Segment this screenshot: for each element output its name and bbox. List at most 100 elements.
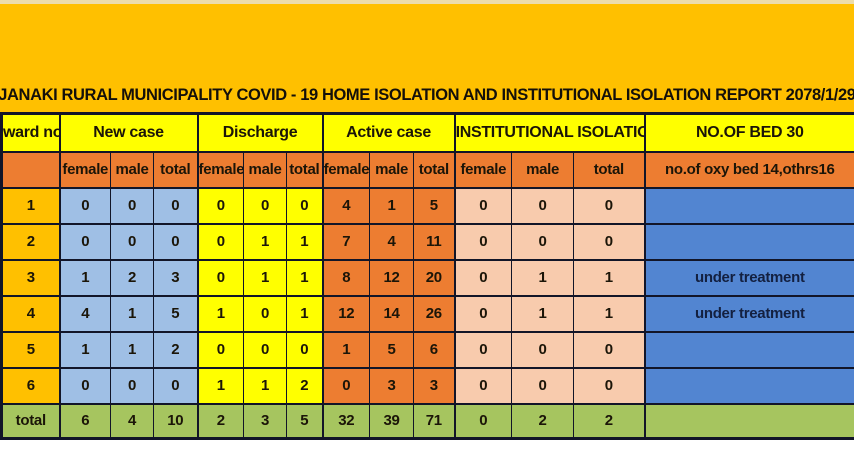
discharge-male-cell: 0 <box>243 186 288 225</box>
discharge-female-cell: 1 <box>196 294 245 333</box>
institutional-total-cell: 0 <box>573 222 646 261</box>
ward-number-cell: 3 <box>1 258 60 297</box>
active-total-cell: 3 <box>413 366 456 405</box>
sub-header-cell: female <box>196 150 245 189</box>
header-institutional-isolation: INSTITUTIONAL ISOLATION <box>453 112 646 153</box>
remark-cell: under treatment <box>643 294 854 333</box>
new-case-female-cell: 1 <box>58 330 111 369</box>
sub-header-cell: total <box>286 150 324 189</box>
ward-number-cell: 2 <box>1 222 60 261</box>
header-discharge: Discharge <box>196 112 324 153</box>
new-case-total-cell: 0 <box>152 186 199 225</box>
new-case-female-cell: 0 <box>58 366 111 405</box>
active-male-total: 39 <box>369 402 415 440</box>
header-active-case: Active case <box>321 112 456 153</box>
page-title: JANAKI RURAL MUNICIPALITY COVID - 19 HOM… <box>0 85 854 104</box>
remark-total-cell <box>643 402 854 440</box>
ward-number-cell: 4 <box>1 294 60 333</box>
discharge-total-cell: 0 <box>286 330 324 369</box>
institutional-female-cell: 0 <box>453 222 513 261</box>
active-total-cell: 20 <box>413 258 456 297</box>
top-strip <box>0 0 854 4</box>
sub-header-cell: total <box>413 150 456 189</box>
remark-cell <box>643 222 854 261</box>
remark-cell <box>643 366 854 405</box>
institutional-total-cell: 0 <box>573 330 646 369</box>
institutional-total-total: 2 <box>573 402 646 440</box>
discharge-total-cell: 1 <box>286 294 324 333</box>
title-bar: JANAKI RURAL MUNICIPALITY COVID - 19 HOM… <box>0 78 854 112</box>
new-case-total-cell: 5 <box>152 294 199 333</box>
sub-header-cell: male <box>243 150 288 189</box>
new-case-male-cell: 1 <box>110 294 154 333</box>
header-new-case: New case <box>58 112 199 153</box>
total-label-cell: total <box>1 402 60 440</box>
discharge-total-cell: 1 <box>286 222 324 261</box>
discharge-female-cell: 0 <box>196 222 245 261</box>
active-female-cell: 8 <box>321 258 371 297</box>
active-male-cell: 5 <box>369 330 415 369</box>
active-male-cell: 3 <box>369 366 415 405</box>
total-row: total 6 4 10 2 3 5 32 39 71 0 2 2 <box>1 402 854 440</box>
discharge-female-cell: 0 <box>196 330 245 369</box>
institutional-male-cell: 1 <box>511 258 575 297</box>
new-case-female-cell: 1 <box>58 258 111 297</box>
active-male-cell: 12 <box>369 258 415 297</box>
institutional-male-total: 2 <box>511 402 575 440</box>
discharge-total-cell: 0 <box>286 186 324 225</box>
sub-header-cell: female <box>453 150 513 189</box>
new-case-total-cell: 0 <box>152 222 199 261</box>
active-total-cell: 26 <box>413 294 456 333</box>
remark-cell <box>643 186 854 225</box>
institutional-total-cell: 0 <box>573 186 646 225</box>
new-case-male-cell: 0 <box>110 186 154 225</box>
institutional-male-cell: 0 <box>511 186 575 225</box>
discharge-female-total: 2 <box>196 402 245 440</box>
sub-header-cell <box>1 150 60 189</box>
table-row-ward-4: 4 4 1 5 1 0 1 12 14 26 0 1 1 under treat… <box>1 294 854 333</box>
active-female-total: 32 <box>321 402 371 440</box>
remark-cell <box>643 330 854 369</box>
active-total-total: 71 <box>413 402 456 440</box>
new-case-male-total: 4 <box>110 402 154 440</box>
table-row-ward-5: 5 1 1 2 0 0 0 1 5 6 0 0 0 <box>1 330 854 369</box>
active-female-cell: 1 <box>321 330 371 369</box>
institutional-female-cell: 0 <box>453 186 513 225</box>
discharge-female-cell: 1 <box>196 366 245 405</box>
active-total-cell: 6 <box>413 330 456 369</box>
institutional-female-cell: 0 <box>453 330 513 369</box>
discharge-male-cell: 1 <box>243 222 288 261</box>
table-row-ward-6: 6 0 0 0 1 1 2 0 3 3 0 0 0 <box>1 366 854 405</box>
new-case-male-cell: 1 <box>110 330 154 369</box>
discharge-male-cell: 0 <box>243 294 288 333</box>
new-case-male-cell: 2 <box>110 258 154 297</box>
institutional-female-cell: 0 <box>453 258 513 297</box>
discharge-female-cell: 0 <box>196 258 245 297</box>
active-female-cell: 12 <box>321 294 371 333</box>
sub-header-cell: total <box>152 150 199 189</box>
active-total-cell: 5 <box>413 186 456 225</box>
discharge-male-cell: 1 <box>243 366 288 405</box>
sub-header-row: female male total female male total fema… <box>1 150 854 189</box>
discharge-male-cell: 0 <box>243 330 288 369</box>
active-male-cell: 14 <box>369 294 415 333</box>
active-total-cell: 11 <box>413 222 456 261</box>
sub-header-cell: male <box>511 150 575 189</box>
discharge-total-cell: 2 <box>286 366 324 405</box>
header-ward-no: ward no, <box>1 112 60 153</box>
institutional-total-cell: 1 <box>573 258 646 297</box>
discharge-male-cell: 1 <box>243 258 288 297</box>
new-case-male-cell: 0 <box>110 366 154 405</box>
new-case-total-total: 10 <box>152 402 199 440</box>
new-case-female-cell: 0 <box>58 186 111 225</box>
sub-header-cell: male <box>110 150 154 189</box>
remark-cell: under treatment <box>643 258 854 297</box>
institutional-male-cell: 0 <box>511 330 575 369</box>
active-male-cell: 4 <box>369 222 415 261</box>
sub-header-cell: total <box>573 150 646 189</box>
active-female-cell: 7 <box>321 222 371 261</box>
top-band <box>0 4 854 78</box>
discharge-total-cell: 1 <box>286 258 324 297</box>
sub-header-cell: female <box>321 150 371 189</box>
institutional-female-cell: 0 <box>453 366 513 405</box>
